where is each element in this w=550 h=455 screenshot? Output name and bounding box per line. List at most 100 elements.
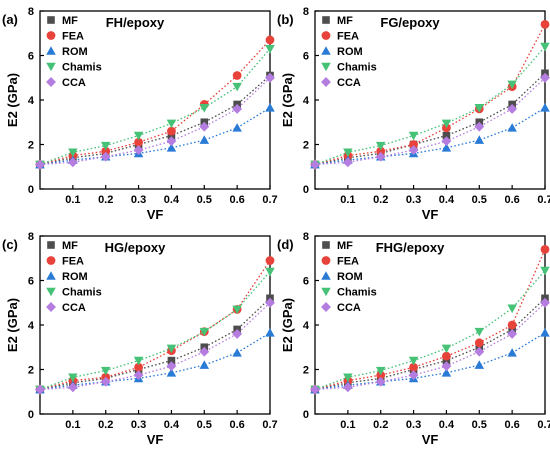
data-point [134, 137, 143, 147]
legend-label: Chamis [337, 62, 377, 74]
data-point [441, 136, 452, 147]
legend-marker [321, 31, 331, 40]
y-tick-label: 6 [28, 276, 34, 288]
x-tick-label: 0.5 [472, 194, 487, 206]
y-tick-label: 4 [28, 95, 35, 107]
x-axis-title: VF [422, 207, 439, 222]
y-tick-label: 0 [28, 409, 34, 421]
data-series [35, 103, 275, 169]
data-series [35, 297, 275, 395]
data-point [441, 361, 452, 372]
series-line [39, 302, 271, 391]
data-point [232, 348, 242, 357]
x-tick-label: 0.1 [65, 419, 80, 431]
data-point [441, 119, 452, 129]
legend-marker [47, 16, 55, 24]
chart-panel: 0.1 0.2 0.3 0.4 0.5 0.6 0.7 0 2 4 6 8 VF E2 (GPa) (d) F… [277, 231, 550, 447]
data-point [166, 368, 177, 377]
x-tick-label: 0.3 [406, 194, 421, 206]
legend-marker [321, 77, 331, 87]
data-point [408, 356, 419, 366]
data-point [474, 135, 485, 144]
data-series [35, 72, 275, 170]
data-point [133, 370, 144, 381]
data-point [232, 328, 243, 339]
y-tick-label: 6 [28, 51, 34, 63]
data-point [232, 71, 242, 80]
data-point [540, 297, 550, 308]
x-tick-label: 0.4 [164, 194, 180, 206]
y-tick-label: 6 [303, 276, 309, 288]
data-point [199, 121, 210, 132]
data-point [67, 157, 78, 168]
x-tick-label: 0.4 [439, 194, 455, 206]
data-point [507, 320, 517, 330]
legend: MF FEA ROM Chamis CCA [46, 240, 102, 314]
legend-marker [46, 31, 56, 40]
legend-label: Chamis [62, 62, 102, 74]
chart-title: FG/epoxy [380, 15, 440, 30]
legend-label: MF [337, 240, 353, 252]
y-tick-label: 8 [303, 6, 309, 18]
series-line [314, 72, 546, 166]
data-point [441, 344, 452, 354]
x-tick-label: 0.4 [164, 419, 180, 431]
x-tick-label: 0.1 [65, 194, 80, 206]
y-tick-label: 2 [303, 365, 309, 377]
data-point [134, 362, 143, 372]
data-point [343, 148, 353, 158]
x-tick-label: 0.7 [262, 194, 277, 206]
data-point [67, 382, 78, 393]
x-tick-label: 0.7 [537, 194, 550, 206]
data-point [133, 145, 144, 156]
x-tick-label: 0.1 [340, 419, 355, 431]
legend-label: CCA [337, 77, 361, 89]
legend-label: FEA [337, 256, 359, 268]
data-point [265, 72, 275, 83]
series-line [314, 23, 546, 166]
data-point [474, 103, 485, 113]
x-axis-title: VF [422, 432, 439, 447]
data-point [540, 103, 550, 112]
y-axis-title: E2 (GPa) [5, 298, 20, 352]
data-point [166, 361, 177, 372]
x-tick-label: 0.5 [197, 194, 212, 206]
series-line [39, 260, 271, 391]
data-point [441, 143, 452, 152]
legend-marker [321, 62, 331, 72]
data-point [199, 135, 210, 144]
data-point [507, 80, 517, 90]
data-point [474, 327, 485, 337]
series-line [314, 249, 546, 391]
legend-marker [321, 287, 331, 297]
x-tick-label: 0.2 [373, 194, 388, 206]
series-line [39, 77, 271, 166]
series-line [39, 107, 271, 166]
data-series [35, 328, 275, 394]
x-tick-label: 0.7 [537, 419, 550, 431]
data-point [35, 384, 45, 395]
y-tick-label: 2 [28, 365, 34, 377]
y-tick-label: 8 [28, 6, 34, 18]
data-point [342, 157, 353, 168]
data-point [133, 131, 144, 141]
y-tick-label: 6 [303, 51, 309, 63]
chart-panel: 0.1 0.2 0.3 0.4 0.5 0.6 0.7 0 2 4 6 8 VF E2 (GPa) (a) F… [2, 6, 278, 222]
y-axis-title: E2 (GPa) [5, 73, 20, 127]
data-point [166, 119, 177, 129]
panel-label: (a) [2, 12, 18, 27]
x-tick-label: 0.1 [340, 194, 355, 206]
data-point [442, 351, 451, 361]
data-point [101, 146, 111, 156]
data-point [167, 131, 176, 140]
legend-marker [46, 287, 56, 297]
x-tick-label: 0.6 [504, 194, 519, 206]
data-point [232, 305, 242, 315]
y-tick-label: 4 [28, 320, 35, 332]
data-point [133, 356, 144, 366]
legend: MF FEA ROM Chamis CCA [46, 15, 102, 89]
legend-label: FEA [62, 31, 84, 43]
series-line [314, 77, 546, 166]
data-point [35, 159, 45, 170]
